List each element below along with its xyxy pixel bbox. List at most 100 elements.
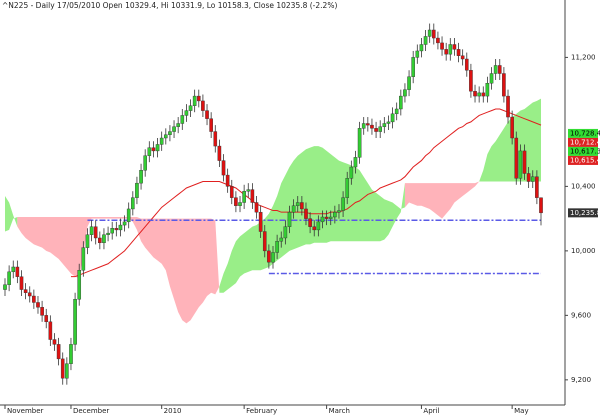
candle-body	[291, 205, 296, 213]
candle-body	[114, 228, 119, 231]
candle-body	[180, 115, 185, 124]
price-label: 10,617.3	[570, 147, 600, 155]
candle-body	[147, 147, 152, 156]
candle-body	[11, 266, 16, 273]
y-tick-label: 9,600	[571, 311, 591, 319]
candle-body	[415, 50, 420, 58]
candle-body	[201, 100, 205, 111]
candle-body	[460, 55, 465, 60]
x-tick-label: 2010	[164, 407, 182, 415]
candle-body	[19, 276, 24, 290]
x-tick-label: February	[246, 407, 277, 415]
candle-body	[188, 105, 193, 111]
candle-body	[518, 150, 523, 179]
candle-body	[196, 95, 201, 102]
candle-body	[48, 321, 53, 340]
candle-body	[448, 44, 453, 55]
candle-body	[73, 299, 77, 345]
candle-body	[502, 73, 506, 97]
candle-body	[209, 118, 213, 132]
candle-body	[258, 211, 263, 232]
y-tick-label: 9,200	[571, 376, 591, 384]
candle-body	[221, 160, 226, 176]
candle-body	[163, 134, 168, 139]
price-label: 10,728.4	[570, 129, 600, 137]
candle-body	[77, 270, 82, 300]
candle-body	[27, 292, 32, 297]
candle-body	[399, 95, 403, 110]
candle-body	[423, 36, 428, 45]
candle-body	[320, 216, 325, 223]
candle-body	[275, 240, 279, 253]
candle-body	[304, 208, 308, 219]
candle-body	[151, 147, 156, 152]
candle-body	[333, 211, 337, 218]
y-tick-label: 11,200	[571, 53, 596, 61]
candle-body	[254, 202, 259, 213]
candle-body	[378, 126, 383, 132]
candle-body	[456, 49, 461, 56]
cloud	[17, 217, 220, 324]
candle-body	[135, 182, 139, 198]
candle-body	[386, 121, 391, 124]
candle-body	[370, 124, 374, 129]
candle-body	[267, 250, 271, 263]
price-label-box	[568, 137, 598, 147]
candle-body	[217, 145, 222, 161]
candle-body	[477, 92, 481, 97]
candle-body	[374, 128, 378, 132]
candle-body	[262, 231, 267, 252]
candle-body	[419, 44, 424, 52]
candle-body	[328, 216, 333, 219]
candle-body	[85, 234, 90, 248]
candle-body	[382, 123, 387, 127]
y-tick-label: 10,400	[571, 182, 596, 190]
candle-body	[353, 157, 358, 168]
x-tick-label: November	[7, 407, 44, 415]
candle-body	[3, 284, 7, 290]
candle-body	[469, 70, 473, 92]
x-tick-label: May	[514, 407, 528, 415]
candle-body	[102, 234, 106, 244]
candle-body	[93, 226, 98, 239]
candle-body	[308, 218, 312, 227]
candle-body	[452, 44, 457, 50]
candle-body	[106, 232, 110, 235]
candle-body	[295, 202, 300, 206]
price-label-box	[568, 208, 598, 218]
candle-body	[205, 110, 209, 119]
candle-body	[357, 128, 362, 158]
candle-body	[60, 358, 65, 379]
candle-body	[176, 123, 180, 127]
candle-body	[23, 289, 28, 293]
cloud	[219, 146, 405, 293]
candle-body	[184, 110, 189, 116]
candle-body	[300, 202, 304, 210]
candle-body	[539, 197, 543, 214]
candle-body	[506, 95, 510, 118]
candle-body	[56, 344, 61, 360]
candle-body	[485, 82, 490, 97]
price-label: 10,235.8	[570, 209, 600, 217]
cloud	[404, 181, 480, 219]
candle-body	[436, 37, 440, 44]
candle-body	[514, 137, 519, 179]
candle-body	[530, 176, 535, 182]
candle-body	[234, 197, 238, 206]
candle-body	[7, 271, 11, 285]
price-label-box	[568, 146, 598, 156]
candle-body	[229, 186, 234, 198]
candle-body	[126, 208, 131, 223]
candle-body	[361, 123, 366, 129]
candle-body	[139, 170, 143, 184]
candle-body	[432, 29, 436, 39]
candle-body	[89, 226, 94, 235]
candle-body	[390, 113, 395, 123]
candle-body	[403, 89, 407, 97]
candle-body	[159, 137, 164, 145]
price-label: 10,615.4	[570, 156, 600, 164]
candle-body	[522, 150, 527, 174]
candle-body	[427, 29, 432, 37]
x-tick-label: December	[73, 407, 109, 415]
candle-body	[225, 174, 230, 187]
